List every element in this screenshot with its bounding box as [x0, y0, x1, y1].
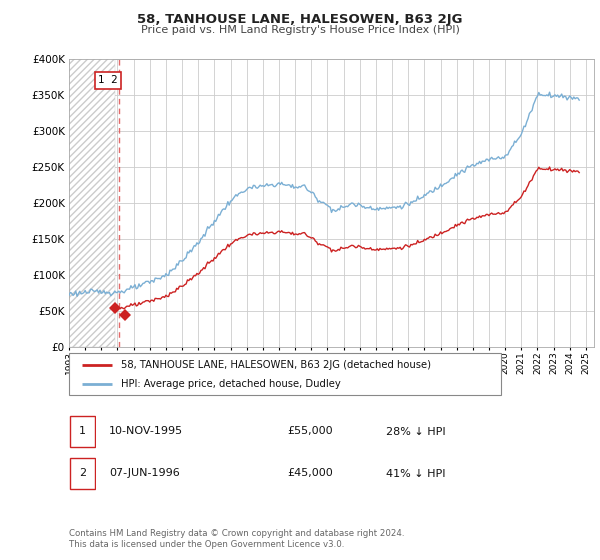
FancyBboxPatch shape: [69, 353, 501, 395]
Text: 58, TANHOUSE LANE, HALESOWEN, B63 2JG: 58, TANHOUSE LANE, HALESOWEN, B63 2JG: [137, 13, 463, 26]
Text: 58, TANHOUSE LANE, HALESOWEN, B63 2JG (detached house): 58, TANHOUSE LANE, HALESOWEN, B63 2JG (d…: [121, 360, 431, 370]
FancyBboxPatch shape: [70, 416, 95, 447]
Text: 10-NOV-1995: 10-NOV-1995: [109, 427, 183, 436]
Text: 28% ↓ HPI: 28% ↓ HPI: [386, 427, 446, 436]
Text: 1  2: 1 2: [98, 76, 118, 86]
Text: 1: 1: [79, 427, 86, 436]
Text: Price paid vs. HM Land Registry's House Price Index (HPI): Price paid vs. HM Land Registry's House …: [140, 25, 460, 35]
Text: 2: 2: [79, 469, 86, 478]
Text: 41% ↓ HPI: 41% ↓ HPI: [386, 469, 446, 478]
Text: £45,000: £45,000: [287, 469, 333, 478]
Text: HPI: Average price, detached house, Dudley: HPI: Average price, detached house, Dudl…: [121, 379, 341, 389]
Text: Contains HM Land Registry data © Crown copyright and database right 2024.
This d: Contains HM Land Registry data © Crown c…: [69, 529, 404, 549]
Text: £55,000: £55,000: [287, 427, 333, 436]
FancyBboxPatch shape: [70, 458, 95, 489]
Text: 07-JUN-1996: 07-JUN-1996: [109, 469, 179, 478]
